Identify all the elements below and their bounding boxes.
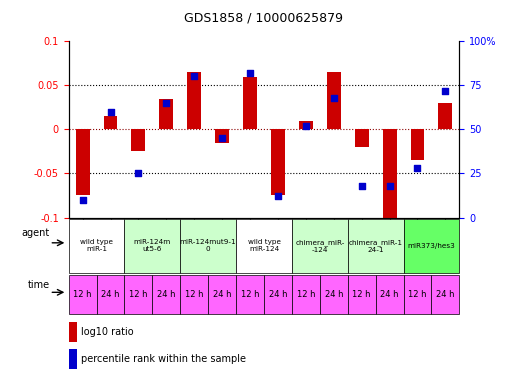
Text: time: time xyxy=(27,280,50,290)
Point xyxy=(301,123,310,129)
Text: 12 h: 12 h xyxy=(241,290,259,299)
Text: 24 h: 24 h xyxy=(213,290,231,299)
FancyBboxPatch shape xyxy=(208,274,236,314)
Text: log10 ratio: log10 ratio xyxy=(81,327,134,338)
FancyBboxPatch shape xyxy=(180,219,236,273)
Bar xyxy=(355,129,369,147)
Text: chimera_miR-
-124: chimera_miR- -124 xyxy=(295,239,344,252)
Point xyxy=(329,94,338,100)
Text: 24 h: 24 h xyxy=(101,290,120,299)
Bar xyxy=(271,129,285,195)
Text: wild type
miR-1: wild type miR-1 xyxy=(80,239,113,252)
Text: 24 h: 24 h xyxy=(269,290,287,299)
Text: 12 h: 12 h xyxy=(185,290,203,299)
Bar xyxy=(299,121,313,129)
Bar xyxy=(327,72,341,129)
Bar xyxy=(69,349,77,369)
Point xyxy=(274,194,282,200)
FancyBboxPatch shape xyxy=(348,274,375,314)
Text: 24 h: 24 h xyxy=(436,290,455,299)
Text: 24 h: 24 h xyxy=(325,290,343,299)
Bar xyxy=(159,99,173,129)
FancyBboxPatch shape xyxy=(236,274,264,314)
FancyBboxPatch shape xyxy=(320,274,348,314)
FancyBboxPatch shape xyxy=(180,274,208,314)
FancyBboxPatch shape xyxy=(125,274,153,314)
Point xyxy=(134,171,143,177)
FancyBboxPatch shape xyxy=(97,274,125,314)
Text: miR-124mut9-1
0: miR-124mut9-1 0 xyxy=(180,239,237,252)
Text: 12 h: 12 h xyxy=(352,290,371,299)
Bar xyxy=(131,129,145,152)
FancyBboxPatch shape xyxy=(403,274,431,314)
FancyBboxPatch shape xyxy=(236,219,292,273)
Text: 12 h: 12 h xyxy=(73,290,92,299)
Text: chimera_miR-1
24-1: chimera_miR-1 24-1 xyxy=(348,239,403,252)
Text: 12 h: 12 h xyxy=(129,290,148,299)
Point xyxy=(218,135,227,141)
Bar xyxy=(76,129,90,195)
FancyBboxPatch shape xyxy=(264,274,292,314)
Text: GDS1858 / 10000625879: GDS1858 / 10000625879 xyxy=(184,11,344,24)
Point xyxy=(78,197,87,203)
Bar xyxy=(383,129,397,218)
Text: 12 h: 12 h xyxy=(408,290,427,299)
Point xyxy=(246,70,254,76)
FancyBboxPatch shape xyxy=(431,274,459,314)
FancyBboxPatch shape xyxy=(292,219,348,273)
FancyBboxPatch shape xyxy=(69,219,125,273)
Text: miR373/hes3: miR373/hes3 xyxy=(408,243,455,249)
FancyBboxPatch shape xyxy=(403,219,459,273)
FancyBboxPatch shape xyxy=(292,274,320,314)
Bar xyxy=(103,116,117,129)
Bar xyxy=(187,72,201,129)
Text: 24 h: 24 h xyxy=(380,290,399,299)
Point xyxy=(441,88,450,94)
Point xyxy=(385,183,394,189)
Text: miR-124m
ut5-6: miR-124m ut5-6 xyxy=(134,239,171,252)
Bar xyxy=(411,129,425,160)
Bar xyxy=(438,103,452,129)
Text: 12 h: 12 h xyxy=(297,290,315,299)
Bar xyxy=(69,322,77,342)
Text: percentile rank within the sample: percentile rank within the sample xyxy=(81,354,246,364)
FancyBboxPatch shape xyxy=(69,274,97,314)
FancyBboxPatch shape xyxy=(375,274,403,314)
Point xyxy=(162,100,171,106)
FancyBboxPatch shape xyxy=(125,219,180,273)
Text: 24 h: 24 h xyxy=(157,290,176,299)
Bar xyxy=(215,129,229,142)
Bar xyxy=(243,76,257,129)
Text: wild type
miR-124: wild type miR-124 xyxy=(248,239,280,252)
Point xyxy=(413,165,422,171)
FancyBboxPatch shape xyxy=(348,219,403,273)
FancyBboxPatch shape xyxy=(153,274,180,314)
Text: agent: agent xyxy=(21,228,50,238)
Point xyxy=(357,183,366,189)
Point xyxy=(106,109,115,115)
Point xyxy=(190,74,199,80)
